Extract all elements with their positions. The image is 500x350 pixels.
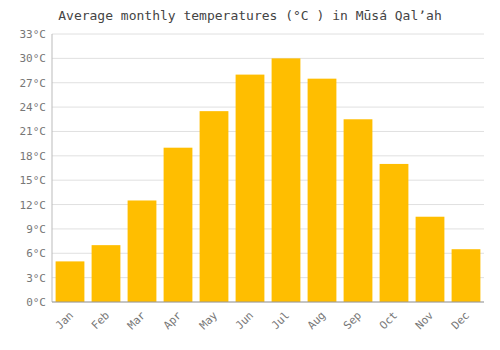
chart-container: Average monthly temperatures (°C ) in Mū… <box>0 0 500 350</box>
y-tick-label: 12°C <box>20 199 47 212</box>
bar <box>308 79 337 302</box>
chart: Average monthly temperatures (°C ) in Mū… <box>0 0 500 350</box>
x-tick-label: Oct <box>377 309 400 332</box>
x-tick-label: Feb <box>89 309 112 332</box>
y-tick-label: 0°C <box>26 296 46 309</box>
grid-line <box>52 180 484 181</box>
grid-line <box>52 204 484 205</box>
bar <box>236 75 265 302</box>
y-tick-label: 21°C <box>20 125 47 138</box>
x-tick-label: Jan <box>53 309 76 332</box>
bar <box>200 111 229 302</box>
bar <box>380 164 409 302</box>
grid-line <box>52 131 484 132</box>
y-tick-label: 24°C <box>20 101 47 114</box>
y-tick-label: 27°C <box>20 77 47 90</box>
bar <box>272 58 301 302</box>
y-tick-label: 6°C <box>26 247 46 260</box>
bar <box>452 249 481 302</box>
grid-line <box>52 302 484 303</box>
y-axis-line <box>52 34 53 302</box>
y-tick-label: 9°C <box>26 223 46 236</box>
x-tick-label: Sep <box>341 309 364 332</box>
y-tick-label: 18°C <box>20 150 47 163</box>
grid-line <box>52 82 484 83</box>
x-tick-label: Apr <box>161 309 185 333</box>
x-tick-label: Aug <box>305 309 328 332</box>
x-tick-label: Nov <box>413 309 437 333</box>
bar <box>164 148 193 302</box>
y-tick-label: 33°C <box>20 28 47 41</box>
title: Average monthly temperatures (°C ) in Mū… <box>58 8 442 23</box>
y-tick-label: 15°C <box>20 174 47 187</box>
y-tick-label: 30°C <box>20 52 47 65</box>
grid-line <box>52 58 484 59</box>
bars <box>56 58 481 302</box>
x-tick-label: May <box>197 309 221 333</box>
grid-line <box>52 155 484 156</box>
x-axis-line <box>52 302 484 303</box>
bar <box>416 217 445 302</box>
grid <box>52 34 484 302</box>
x-tick-label: Jun <box>233 309 256 332</box>
grid-line <box>52 34 484 35</box>
bar <box>56 261 85 302</box>
x-tick-label: Jul <box>269 309 292 332</box>
bar <box>92 245 121 302</box>
x-tick-label: Dec <box>449 309 472 332</box>
y-tick-label: 3°C <box>26 272 46 285</box>
bar <box>344 119 373 302</box>
grid-line <box>52 107 484 108</box>
x-tick-label: Mar <box>125 309 149 333</box>
bar <box>128 200 157 302</box>
